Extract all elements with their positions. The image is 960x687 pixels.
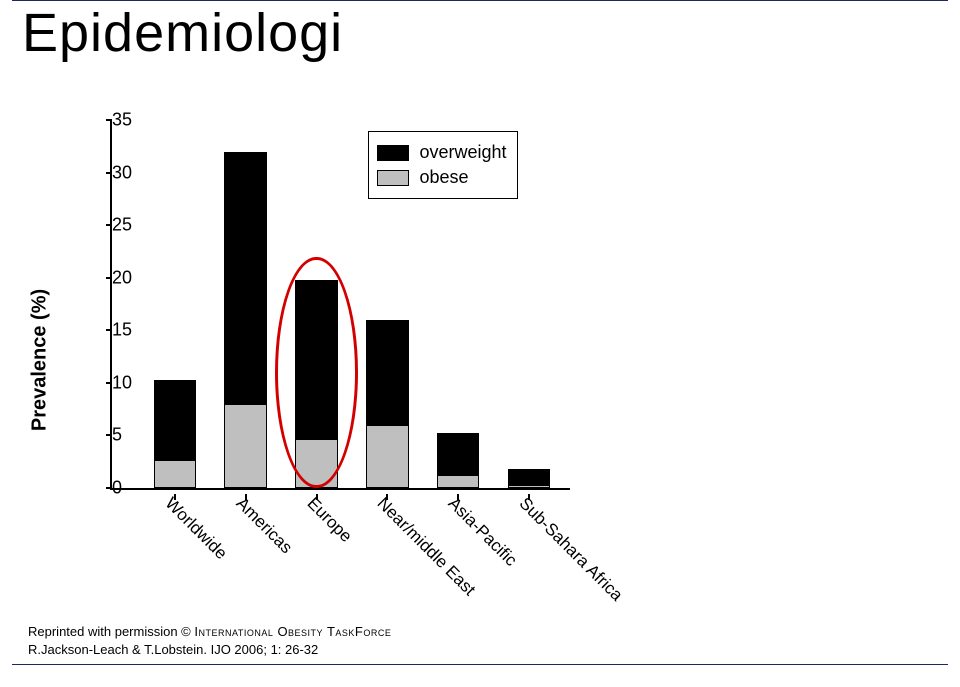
bar-obese — [295, 439, 338, 488]
bar-overweight — [154, 380, 197, 460]
divider-top — [12, 0, 948, 1]
legend-swatch — [377, 145, 409, 161]
footer-citation: Reprinted with permission © Internationa… — [28, 623, 391, 659]
bar-obese — [366, 425, 409, 488]
footer-line-2: R.Jackson-Leach & T.Lobstein. IJO 2006; … — [28, 641, 391, 659]
y-tick-label: 30 — [112, 162, 118, 183]
footer-prefix: Reprinted with permission © — [28, 624, 194, 639]
legend-row: overweight — [377, 142, 506, 163]
bar-overweight — [508, 469, 551, 485]
y-tick-label: 0 — [112, 478, 118, 499]
footer-org: International Obesity TaskForce — [194, 624, 391, 639]
legend-row: obese — [377, 167, 506, 188]
x-tick-label: Americas — [232, 494, 296, 558]
y-tick-label: 10 — [112, 372, 118, 393]
legend-label: overweight — [419, 142, 506, 163]
bar-overweight — [224, 152, 267, 404]
y-tick-label: 5 — [112, 425, 118, 446]
legend-swatch — [377, 170, 409, 186]
y-tick-label: 20 — [112, 267, 118, 288]
x-tick-label: Worldwide — [161, 494, 231, 564]
bar-obese — [154, 460, 197, 488]
bar-obese — [224, 404, 267, 488]
bar-obese — [508, 485, 551, 488]
x-tick-label: Europe — [302, 494, 355, 547]
page-title: Epidemiologi — [22, 2, 343, 64]
y-tick-label: 15 — [112, 320, 118, 341]
legend: overweight obese — [368, 131, 517, 199]
legend-label: obese — [419, 167, 468, 188]
chart-container: Prevalence (%) 05101520253035WorldwideAm… — [50, 100, 610, 620]
bar-overweight — [437, 433, 480, 475]
bar-obese — [437, 475, 480, 488]
bar-overweight — [366, 320, 409, 425]
x-tick-label: Asia-Pacific — [444, 494, 521, 571]
y-axis-label: Prevalence (%) — [29, 289, 52, 431]
plot-area: 05101520253035WorldwideAmericasEuropeNea… — [110, 120, 570, 490]
bar-overweight — [295, 280, 338, 439]
y-tick-label: 35 — [112, 110, 118, 131]
y-tick-label: 25 — [112, 215, 118, 236]
divider-bottom — [12, 664, 948, 665]
x-tick-label: Sub-Sahara Africa — [515, 494, 627, 606]
footer-line-1: Reprinted with permission © Internationa… — [28, 623, 391, 641]
